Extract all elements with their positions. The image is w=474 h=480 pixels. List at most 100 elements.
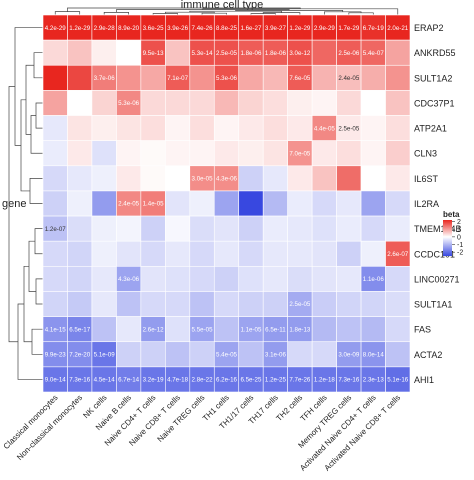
cell-pvalue-label: 9.5e-13 — [143, 50, 165, 57]
heatmap-cell — [91, 266, 117, 292]
heatmap-cell — [262, 215, 288, 242]
heatmap-cell — [116, 266, 142, 292]
cell-pvalue-label: 1.2e-29 — [289, 25, 311, 32]
legend-tick-label: -1 — [457, 242, 463, 249]
row-label: SULT1A1 — [414, 300, 452, 310]
heatmap-cell — [42, 64, 68, 91]
heatmap-cell — [67, 316, 93, 343]
dendrogram-branch — [29, 178, 43, 204]
heatmap-cell — [91, 240, 117, 267]
dendrogram-branch — [30, 115, 43, 154]
heatmap-cell — [238, 266, 264, 292]
heatmap-cell — [336, 366, 362, 393]
heatmap-cell — [262, 240, 288, 267]
heatmap-cell — [189, 115, 215, 141]
cell-pvalue-label: 8.8e-25 — [216, 25, 238, 32]
column-dendrogram — [54, 7, 399, 15]
heatmap-cell — [238, 190, 264, 217]
heatmap-cell — [311, 39, 337, 66]
heatmap-cell — [360, 291, 386, 317]
heatmap-cell — [311, 90, 337, 116]
cell-pvalue-label: 7.7e-26 — [289, 377, 311, 384]
heatmap-cell — [213, 366, 240, 393]
cell-pvalue-label: 2.9e-29 — [314, 25, 336, 32]
heatmap-cell — [213, 165, 240, 192]
cell-pvalue-label: 7.6e-05 — [289, 75, 311, 82]
cell-pvalue-label: 8.0e-14 — [363, 352, 385, 359]
heatmap-cell — [213, 90, 240, 116]
heatmap-cell — [311, 165, 337, 192]
row-label: SULT1A2 — [414, 73, 452, 83]
heatmap-cell — [42, 366, 68, 393]
heatmap-cell — [116, 165, 142, 192]
heatmap-cell — [360, 90, 386, 116]
heatmap-cell — [311, 240, 337, 267]
heatmap-cell — [336, 291, 362, 317]
heatmap-cell — [385, 90, 411, 116]
heatmap-cell — [213, 266, 240, 292]
heatmap-cell — [287, 90, 313, 116]
heatmap-cell — [385, 316, 411, 343]
heatmap-cell — [189, 341, 215, 368]
dendrogram-branch — [35, 102, 43, 129]
heatmap-cell — [165, 165, 191, 192]
heatmap-cell — [336, 14, 362, 41]
heatmap-cell — [165, 266, 191, 292]
heatmap-cell — [189, 190, 215, 217]
heatmap-cell — [262, 90, 288, 116]
row-label: ANKRD55 — [414, 48, 456, 58]
heatmap-cell — [116, 316, 142, 343]
chart-title: immune cell type — [181, 0, 264, 11]
cell-pvalue-label: 6.5e-11 — [265, 326, 286, 333]
cell-pvalue-label: 4.2e-29 — [45, 25, 67, 32]
cell-pvalue-label: 6.7e-14 — [118, 377, 140, 384]
heatmap-cell — [91, 165, 117, 192]
cell-pvalue-label: 7.3e-16 — [338, 377, 360, 384]
heatmap-cell — [91, 215, 117, 242]
heatmap-cell — [336, 190, 362, 217]
legend-tick-label: 1 — [457, 227, 461, 234]
dendrogram-branch — [14, 27, 43, 146]
legend-tick-label: 0 — [457, 234, 461, 241]
heatmap-cell — [165, 366, 191, 393]
heatmap-cell — [165, 90, 191, 116]
heatmap-cell — [42, 140, 68, 167]
heatmap-cell — [287, 165, 313, 192]
cell-pvalue-label: 5.4e-07 — [363, 50, 385, 57]
heatmap-cell — [165, 215, 191, 242]
heatmap-cell — [287, 341, 313, 368]
heatmap-cell — [238, 316, 264, 343]
heatmap-cell — [140, 64, 166, 91]
cell-pvalue-label: 3.0e-09 — [338, 352, 360, 359]
cell-pvalue-label: 7.1e-07 — [167, 75, 189, 82]
heatmap-cell — [140, 266, 166, 292]
legend-tick-label: 2 — [457, 219, 461, 226]
heatmap-cell — [385, 64, 411, 91]
heatmap-cell — [116, 215, 142, 242]
heatmap-cell — [42, 90, 68, 116]
heatmap-cell — [287, 291, 313, 317]
cell-pvalue-label: 3.6e-25 — [143, 25, 165, 32]
heatmap-cell — [140, 115, 166, 141]
heatmap-cell — [360, 14, 386, 41]
heatmap-cell — [140, 291, 166, 317]
heatmap-cell — [91, 64, 117, 91]
cell-pvalue-label: 9.0e-14 — [45, 377, 67, 384]
heatmap-cell — [189, 39, 215, 66]
heatmap-cell — [336, 140, 362, 167]
heatmap-cell — [360, 316, 386, 343]
heatmap-cell — [116, 39, 142, 66]
heatmap-cell — [262, 165, 288, 192]
heatmap-cell — [213, 291, 240, 317]
cell-pvalue-label: 2.0e-21 — [387, 25, 409, 32]
dendrogram-branch — [20, 99, 30, 192]
cell-pvalue-label: 1.2e-29 — [69, 25, 91, 32]
heatmap-cell — [311, 341, 337, 368]
heatmap-cell — [385, 215, 411, 242]
cell-pvalue-label: 6.5e-17 — [69, 326, 91, 333]
heatmap-cell — [91, 140, 117, 167]
heatmap-cell — [165, 115, 191, 141]
heatmap-cell — [385, 341, 411, 368]
heatmap-cell — [360, 140, 386, 167]
